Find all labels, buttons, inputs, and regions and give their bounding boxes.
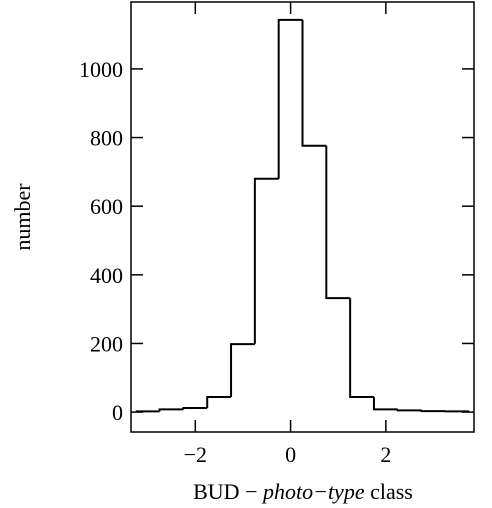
x-axis-label: BUD − photo−type class [193,479,413,504]
histogram-step [372,396,398,411]
histogram-step [206,395,232,408]
histogram-step [277,18,303,179]
x-tick-label: −2 [184,442,207,467]
y-tick-label: 1000 [79,57,123,82]
x-tick-label: 2 [380,442,391,467]
histogram-step [158,408,184,412]
histogram-step [325,145,351,300]
x-label-part: photo−type [261,479,365,504]
y-tick-label: 600 [90,194,123,219]
x-label-part: class [370,479,413,504]
histogram-step [301,19,327,147]
y-tick-label: 800 [90,126,123,151]
y-tick-label: 0 [112,400,123,425]
histogram-step [253,177,279,345]
y-axis-label: number [10,183,35,251]
histogram-step [230,343,255,397]
histogram-step [396,409,422,412]
y-tick-label: 400 [90,263,123,288]
x-tick-label: 0 [285,442,296,467]
histogram-step [349,298,374,398]
x-label-part: BUD − [193,479,257,504]
histogram-step [420,410,446,413]
y-tick-label: 200 [90,331,123,356]
plot-frame [130,1,475,433]
histogram-step [182,406,208,410]
